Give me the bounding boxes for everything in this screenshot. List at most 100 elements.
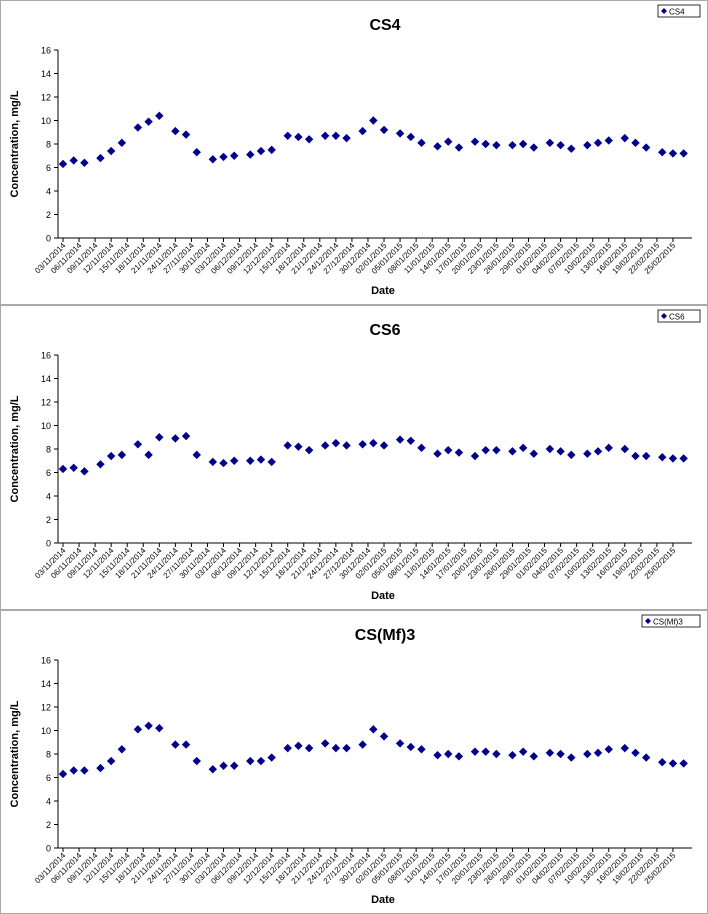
data-point bbox=[620, 133, 629, 143]
data-point bbox=[583, 749, 592, 759]
data-point bbox=[181, 740, 191, 749]
data-point bbox=[631, 138, 640, 148]
data-point bbox=[583, 140, 592, 150]
data-point bbox=[358, 126, 367, 136]
y-axis-label: Concentration, mg/L bbox=[9, 90, 21, 197]
data-point bbox=[481, 445, 490, 455]
data-point bbox=[208, 765, 218, 774]
y-tick-label: 16 bbox=[41, 46, 51, 56]
data-point bbox=[230, 151, 239, 160]
data-point bbox=[417, 138, 426, 148]
data-point bbox=[470, 451, 480, 461]
data-point bbox=[283, 441, 292, 450]
data-point bbox=[641, 753, 651, 762]
data-point bbox=[620, 743, 629, 753]
y-tick-label: 8 bbox=[46, 445, 51, 455]
data-point bbox=[331, 438, 341, 448]
data-point bbox=[294, 132, 303, 142]
y-tick-label: 16 bbox=[41, 351, 51, 361]
data-point bbox=[518, 139, 528, 149]
data-point bbox=[444, 749, 453, 759]
data-point bbox=[444, 137, 453, 146]
data-point bbox=[294, 442, 303, 451]
data-point bbox=[379, 732, 389, 741]
y-tick-label: 12 bbox=[41, 398, 51, 408]
data-point bbox=[144, 450, 153, 460]
data-point bbox=[668, 759, 678, 768]
data-point bbox=[256, 455, 266, 464]
legend-label: CS4 bbox=[669, 8, 685, 17]
data-point bbox=[641, 451, 651, 461]
x-axis-label: Date bbox=[371, 590, 395, 602]
data-point bbox=[379, 441, 389, 450]
series-cs6 bbox=[58, 431, 688, 476]
y-tick-label: 10 bbox=[41, 421, 51, 431]
data-point bbox=[658, 148, 667, 157]
data-point bbox=[593, 447, 603, 456]
chart-frame bbox=[0, 0, 708, 305]
data-point bbox=[567, 144, 576, 153]
y-tick-label: 12 bbox=[41, 703, 51, 713]
chart-panel-cs4: CS4 CS4 0 2 4 6 8 10 12 14 16 Concentration, mg/L 03… bbox=[0, 0, 708, 305]
data-point bbox=[283, 743, 292, 753]
data-point bbox=[668, 454, 678, 463]
data-point bbox=[567, 753, 576, 762]
data-point bbox=[133, 440, 143, 449]
data-point bbox=[192, 148, 201, 157]
x-axis-label: Date bbox=[371, 285, 395, 297]
data-point bbox=[604, 745, 613, 754]
data-point bbox=[358, 440, 367, 449]
data-point bbox=[246, 150, 255, 159]
data-point bbox=[658, 758, 667, 767]
data-point bbox=[106, 146, 116, 156]
data-point bbox=[508, 140, 517, 150]
x-axis-label: Date bbox=[371, 894, 395, 906]
legend-marker bbox=[661, 313, 667, 319]
data-point bbox=[331, 131, 341, 140]
y-axis-label: Concentration, mg/L bbox=[9, 395, 21, 502]
y-tick-label: 2 bbox=[46, 820, 51, 830]
data-point bbox=[181, 431, 191, 441]
y-tick-label: 0 bbox=[46, 539, 51, 549]
data-point bbox=[342, 743, 351, 753]
data-point bbox=[171, 126, 180, 136]
data-point bbox=[246, 456, 255, 465]
data-point bbox=[679, 454, 688, 463]
data-point bbox=[80, 158, 89, 167]
data-point bbox=[192, 450, 201, 460]
legend-marker bbox=[645, 618, 651, 624]
legend-marker bbox=[661, 8, 667, 14]
y-tick-label: 12 bbox=[41, 93, 51, 103]
y-tick-label: 2 bbox=[46, 515, 51, 525]
data-point bbox=[593, 138, 603, 148]
y-tick-label: 14 bbox=[41, 69, 51, 79]
data-point bbox=[369, 116, 378, 125]
data-point bbox=[567, 450, 576, 460]
data-point bbox=[454, 448, 464, 457]
y-tick-label: 4 bbox=[46, 797, 51, 807]
data-point bbox=[395, 435, 405, 444]
data-point bbox=[208, 155, 218, 164]
data-point bbox=[304, 743, 314, 753]
data-point bbox=[304, 135, 314, 144]
chart-title: CS4 bbox=[369, 17, 400, 34]
data-point bbox=[342, 441, 351, 450]
data-point bbox=[304, 445, 314, 455]
data-point bbox=[106, 451, 116, 461]
data-point bbox=[369, 438, 378, 448]
chart-legend: CS6 bbox=[657, 309, 701, 323]
y-tick-label: 6 bbox=[46, 773, 51, 783]
legend-box bbox=[657, 309, 701, 323]
data-point bbox=[604, 443, 613, 453]
data-point bbox=[470, 137, 480, 146]
data-point bbox=[433, 142, 442, 151]
data-point bbox=[96, 153, 105, 163]
data-point bbox=[219, 152, 228, 162]
data-point bbox=[492, 445, 501, 455]
legend-label: CS6 bbox=[669, 313, 685, 322]
chart-title: CS6 bbox=[369, 322, 400, 339]
data-point bbox=[320, 131, 330, 140]
chart-frame bbox=[0, 305, 708, 610]
data-point bbox=[219, 761, 228, 770]
